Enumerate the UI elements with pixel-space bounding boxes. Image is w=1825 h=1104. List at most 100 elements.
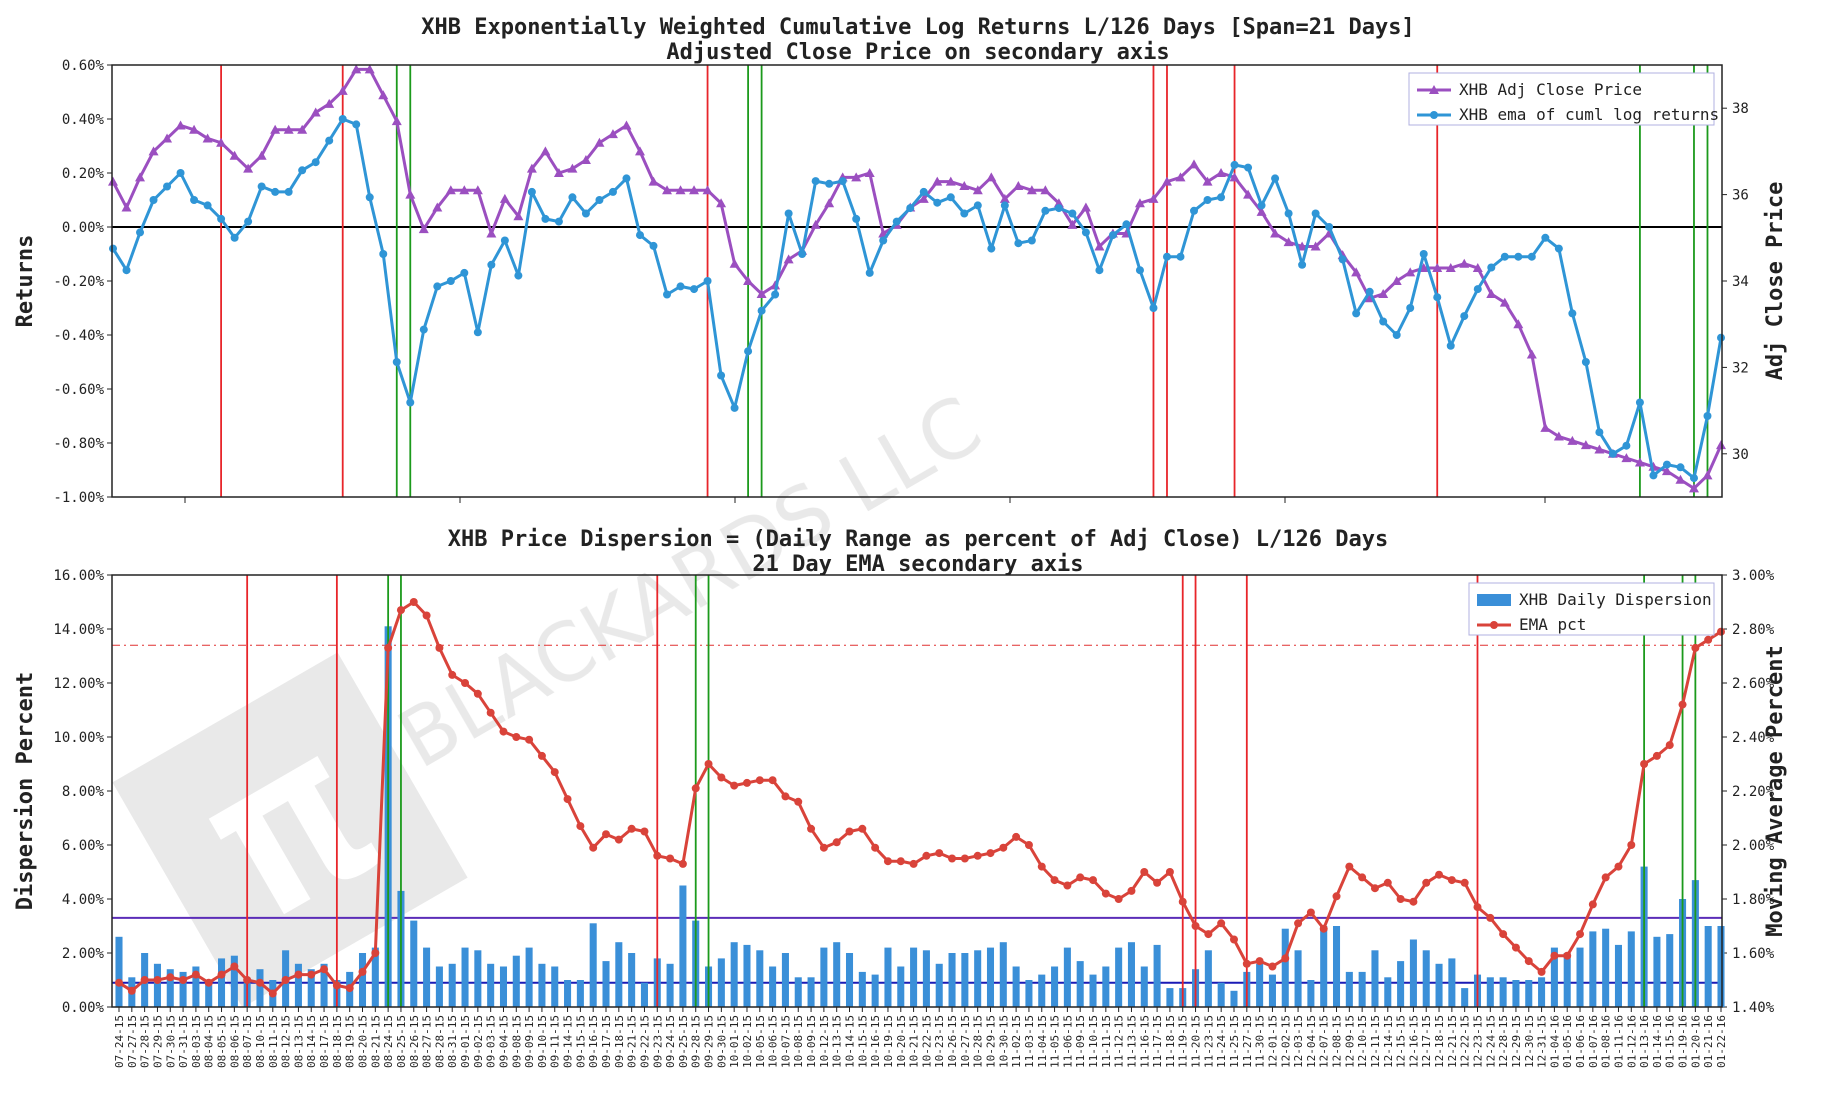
series-point bbox=[1217, 193, 1226, 202]
series-point bbox=[1054, 204, 1063, 213]
series-point bbox=[121, 202, 132, 212]
series-point bbox=[1702, 470, 1713, 480]
dispersion-bar bbox=[1538, 977, 1546, 1007]
series-point bbox=[109, 244, 117, 253]
series-point bbox=[1351, 267, 1362, 277]
x-tick-label: 10-27-15 bbox=[959, 1015, 972, 1068]
series-point bbox=[1595, 428, 1604, 437]
dispersion-bar bbox=[1384, 977, 1392, 1007]
series-point bbox=[217, 214, 226, 223]
series-point bbox=[563, 795, 572, 804]
x-tick-label: 07-30-15 bbox=[164, 1015, 177, 1068]
x-tick-label: 11-19-15 bbox=[1177, 1015, 1190, 1068]
dispersion-bar bbox=[1576, 947, 1584, 1007]
series-point bbox=[594, 137, 605, 147]
series-point bbox=[1396, 895, 1405, 903]
series-point bbox=[281, 976, 290, 984]
x-tick-label: 09-03-15 bbox=[485, 1015, 498, 1068]
series-point bbox=[1243, 189, 1254, 199]
y-tick-label: 0.20% bbox=[62, 166, 105, 182]
series-point bbox=[1447, 876, 1456, 885]
series-point bbox=[1283, 237, 1294, 247]
x-tick-label: 01-06-16 bbox=[1574, 1015, 1587, 1068]
series-point bbox=[268, 989, 277, 998]
dispersion-bar bbox=[166, 969, 174, 1007]
series-point bbox=[115, 978, 123, 987]
series-point bbox=[1511, 943, 1520, 952]
series-point bbox=[122, 266, 131, 275]
series-point bbox=[932, 176, 943, 186]
series-point bbox=[1311, 209, 1320, 218]
series-point bbox=[352, 120, 361, 129]
y2-tick-label: 1.40% bbox=[1732, 1000, 1775, 1016]
series-point bbox=[365, 193, 374, 202]
y2-tick-label: 36 bbox=[1732, 188, 1749, 204]
dispersion-bar bbox=[1038, 974, 1046, 1007]
top-chart: 0.60% 0.40% 0.20% 0.00% -0.20% -0.40% -0.60% -0… bbox=[13, 58, 1788, 506]
dispersion-bar bbox=[1012, 966, 1020, 1007]
series-point bbox=[1526, 349, 1537, 359]
x-tick-label: 10-23-15 bbox=[933, 1015, 946, 1068]
series-point bbox=[635, 231, 644, 240]
y-tick-label: 12.00% bbox=[53, 676, 104, 692]
series-point bbox=[1014, 239, 1023, 248]
series-point bbox=[384, 643, 393, 652]
series-point bbox=[1649, 471, 1658, 480]
dispersion-bar bbox=[1461, 988, 1469, 1007]
x-tick-label: 12-02-15 bbox=[1279, 1015, 1292, 1068]
series-point bbox=[1652, 751, 1661, 760]
x-tick-label: 08-31-15 bbox=[446, 1015, 459, 1068]
dispersion-bar bbox=[717, 958, 725, 1007]
series-point bbox=[371, 949, 380, 957]
dispersion-bar bbox=[1627, 931, 1635, 1007]
x-tick-label: 08-11-15 bbox=[267, 1015, 280, 1068]
dispersion-bar bbox=[1332, 926, 1341, 1007]
series-point bbox=[906, 204, 915, 213]
dispersion-bar bbox=[1563, 953, 1571, 1007]
series-point bbox=[1689, 474, 1698, 483]
series-point bbox=[1298, 260, 1307, 269]
series-point bbox=[1446, 341, 1455, 350]
legend-label: XHB ema of cuml log returns bbox=[1459, 105, 1719, 124]
series-point bbox=[702, 185, 713, 195]
series-point bbox=[473, 328, 482, 337]
series-point bbox=[1459, 258, 1470, 268]
series-point bbox=[1256, 206, 1267, 216]
series-point bbox=[666, 854, 675, 863]
x-tick-label: 01-15-16 bbox=[1664, 1015, 1677, 1068]
series-point bbox=[595, 196, 604, 204]
y2-tick-label: 32 bbox=[1732, 360, 1749, 376]
series-point bbox=[486, 228, 497, 238]
dispersion-bar bbox=[1256, 963, 1264, 1007]
series-point bbox=[1204, 930, 1213, 939]
dispersion-bar bbox=[256, 969, 264, 1007]
series-point bbox=[1203, 196, 1212, 204]
series-point bbox=[149, 196, 158, 204]
series-point bbox=[1242, 959, 1251, 968]
series-point bbox=[297, 124, 308, 134]
dispersion-bar bbox=[512, 955, 520, 1007]
dispersion-bar bbox=[576, 980, 584, 1007]
series-point bbox=[284, 187, 293, 196]
series-point bbox=[1676, 463, 1685, 472]
series-point bbox=[432, 202, 443, 212]
series-point bbox=[1499, 930, 1508, 939]
y2-tick-label: 30 bbox=[1732, 447, 1749, 463]
series-point bbox=[1352, 309, 1361, 318]
series-point bbox=[526, 163, 537, 173]
series-point bbox=[999, 193, 1010, 203]
dispersion-bar bbox=[115, 936, 123, 1007]
series-point bbox=[324, 98, 335, 108]
dispersion-bar bbox=[179, 971, 187, 1007]
series-point bbox=[1717, 333, 1725, 342]
series-point bbox=[717, 371, 726, 380]
x-tick-label: 01-08-16 bbox=[1600, 1015, 1613, 1068]
x-tick-label: 09-14-15 bbox=[562, 1015, 575, 1068]
x-tick-label: 01-13-16 bbox=[1638, 1015, 1651, 1068]
x-tick-label: 07-31-15 bbox=[177, 1015, 190, 1068]
y2-tick-label: 34 bbox=[1732, 274, 1749, 290]
series-point bbox=[1621, 453, 1632, 463]
series-point bbox=[473, 689, 482, 698]
series-point bbox=[162, 133, 173, 143]
series-point bbox=[176, 169, 185, 177]
